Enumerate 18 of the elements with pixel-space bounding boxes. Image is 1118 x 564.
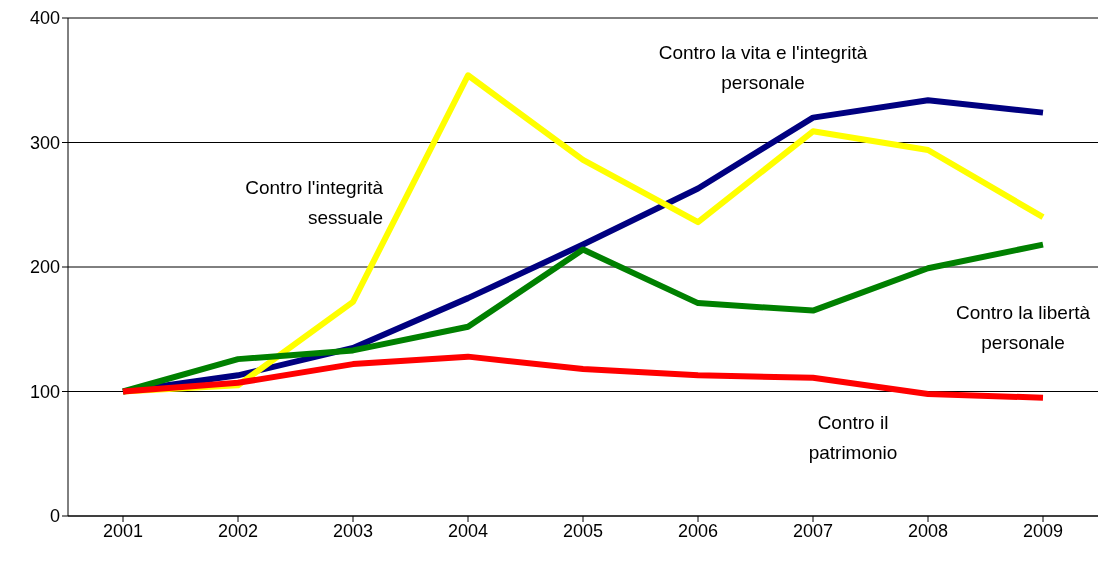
y-tick-label: 200	[29, 257, 60, 278]
x-tick-label: 2007	[792, 520, 834, 541]
x-tick-label: 2003	[332, 520, 374, 541]
y-tick-label: 0	[49, 506, 60, 527]
series-label: Contro l'integrità sessuale	[244, 176, 383, 230]
x-tick-label: 2008	[907, 520, 949, 541]
x-tick-label: 2001	[102, 520, 144, 541]
series-label: Contro il patrimonio	[807, 411, 899, 465]
x-tick-label: 2002	[217, 520, 259, 541]
x-tick-label: 2004	[447, 520, 489, 541]
y-tick-label: 100	[29, 381, 60, 402]
y-tick-label: 300	[29, 132, 60, 153]
x-tick-label: 2009	[1022, 520, 1064, 541]
x-tick-label: 2006	[677, 520, 719, 541]
series-label: Contro la vita e l'integrità personale	[658, 41, 868, 95]
y-tick-label: 400	[29, 8, 60, 29]
x-tick-label: 2005	[562, 520, 604, 541]
text: Contro la libertà personale	[954, 301, 1092, 355]
